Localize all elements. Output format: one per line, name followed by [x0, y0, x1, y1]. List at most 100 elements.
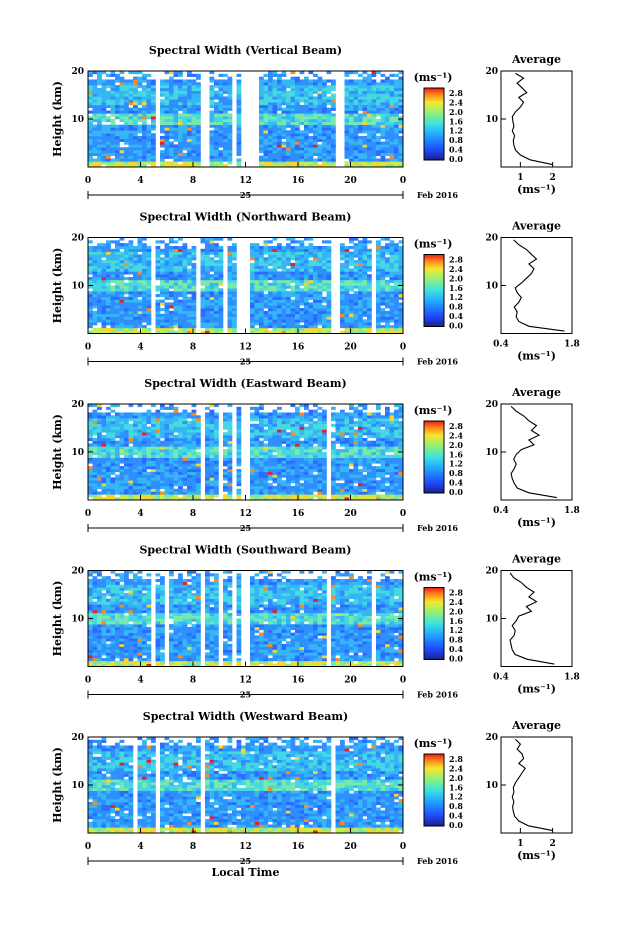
heatmap-cell — [259, 282, 264, 286]
heatmap-cell — [272, 262, 278, 267]
heatmap-cell — [371, 73, 377, 77]
heatmap-cell — [178, 468, 183, 473]
heatmap-cell — [367, 251, 372, 255]
heatmap-cell — [101, 440, 107, 444]
heatmap-cell — [340, 262, 345, 267]
heatmap-cell — [376, 291, 381, 295]
heatmap-cell — [124, 471, 129, 475]
heatmap-cell — [97, 93, 102, 97]
heatmap-cell — [272, 265, 278, 269]
heatmap-cell — [142, 460, 147, 464]
heatmap-cell — [218, 121, 224, 125]
heatmap-cell — [263, 121, 269, 125]
heatmap-cell — [286, 296, 291, 300]
heatmap-cell — [133, 150, 138, 154]
heatmap-cell — [133, 426, 138, 430]
heatmap-cell — [115, 463, 120, 467]
heatmap-cell — [362, 104, 368, 108]
heatmap-cell — [308, 305, 314, 309]
heatmap-cell — [137, 150, 143, 154]
heatmap-cell — [353, 319, 359, 323]
heatmap-cell — [308, 116, 314, 120]
heatmap-cell — [142, 474, 147, 478]
heatmap-cell — [191, 443, 197, 447]
heatmap-cell — [304, 305, 309, 309]
heatmap-cell — [182, 426, 188, 430]
heatmap-cell — [196, 474, 201, 478]
heatmap-cell — [182, 480, 188, 484]
heatmap-cell — [358, 291, 363, 295]
heatmap-cell — [223, 164, 228, 168]
heatmap-cell — [259, 443, 264, 447]
heatmap-cell — [137, 161, 143, 165]
heatmap-cell — [313, 322, 318, 326]
heatmap-cell — [106, 432, 111, 436]
heatmap-cell — [164, 435, 170, 439]
heatmap-cell — [385, 113, 390, 117]
heatmap-cell — [137, 110, 143, 114]
heatmap-cell — [362, 164, 368, 168]
heatmap-cell — [362, 288, 368, 292]
heatmap-cell — [169, 488, 174, 492]
heatmap-cell — [380, 87, 386, 92]
heatmap-cell — [389, 271, 395, 275]
heatmap-cell — [313, 141, 318, 145]
heatmap-cell — [101, 138, 107, 142]
heatmap-cell — [367, 124, 372, 128]
heatmap-cell — [164, 488, 170, 492]
heatmap-cell — [299, 130, 305, 134]
heatmap-cell — [115, 325, 120, 329]
heatmap-cell — [146, 288, 152, 292]
heatmap-cell — [115, 271, 120, 275]
heatmap-cell — [380, 135, 386, 140]
heatmap-cell — [232, 245, 237, 250]
heatmap-cell — [128, 130, 134, 134]
heatmap-cell — [263, 73, 269, 77]
heatmap-cell — [304, 85, 309, 89]
heatmap-cell — [187, 468, 192, 473]
heatmap-cell — [142, 454, 147, 458]
heatmap-cell — [331, 127, 336, 131]
heatmap-cell — [137, 262, 143, 267]
heatmap-cell — [160, 460, 165, 464]
heatmap-cell — [362, 87, 368, 92]
heatmap-cell — [227, 90, 233, 94]
heatmap-cell — [106, 79, 111, 83]
heatmap-cell — [169, 104, 174, 108]
heatmap-cell — [259, 488, 264, 492]
heatmap-cell — [88, 480, 93, 484]
heatmap-cell — [362, 96, 368, 100]
heatmap-cell — [88, 130, 93, 134]
heatmap-cell — [317, 251, 323, 255]
heatmap-cell — [358, 325, 363, 329]
heatmap-cell — [115, 443, 120, 447]
heatmap-cell — [308, 79, 314, 83]
heatmap-cell — [191, 107, 197, 111]
heatmap-cell — [209, 483, 215, 487]
heatmap-cell — [286, 82, 291, 86]
heatmap-cell — [142, 96, 147, 100]
heatmap-cell — [169, 291, 174, 295]
heatmap-cell — [182, 119, 188, 123]
heatmap-cell — [277, 79, 282, 83]
heatmap-cell — [97, 319, 102, 323]
heatmap-cell — [128, 296, 134, 300]
heatmap-cell — [209, 251, 215, 255]
heatmap-cell — [263, 420, 269, 425]
heatmap-cell — [254, 305, 260, 309]
heatmap-cell — [173, 248, 179, 252]
heatmap-cell — [376, 130, 381, 134]
heatmap-cell — [254, 271, 260, 275]
heatmap-cell — [344, 260, 350, 264]
heatmap-cell — [160, 406, 165, 410]
heatmap-cell — [236, 423, 242, 427]
heatmap-cell — [317, 96, 323, 100]
heatmap-cell — [389, 85, 395, 89]
heatmap-cell — [146, 135, 152, 140]
heatmap-cell — [119, 319, 125, 323]
heatmap-cell — [259, 480, 264, 484]
heatmap-cell — [223, 99, 228, 103]
heatmap-cell — [160, 102, 165, 106]
heatmap-cell — [236, 483, 242, 487]
